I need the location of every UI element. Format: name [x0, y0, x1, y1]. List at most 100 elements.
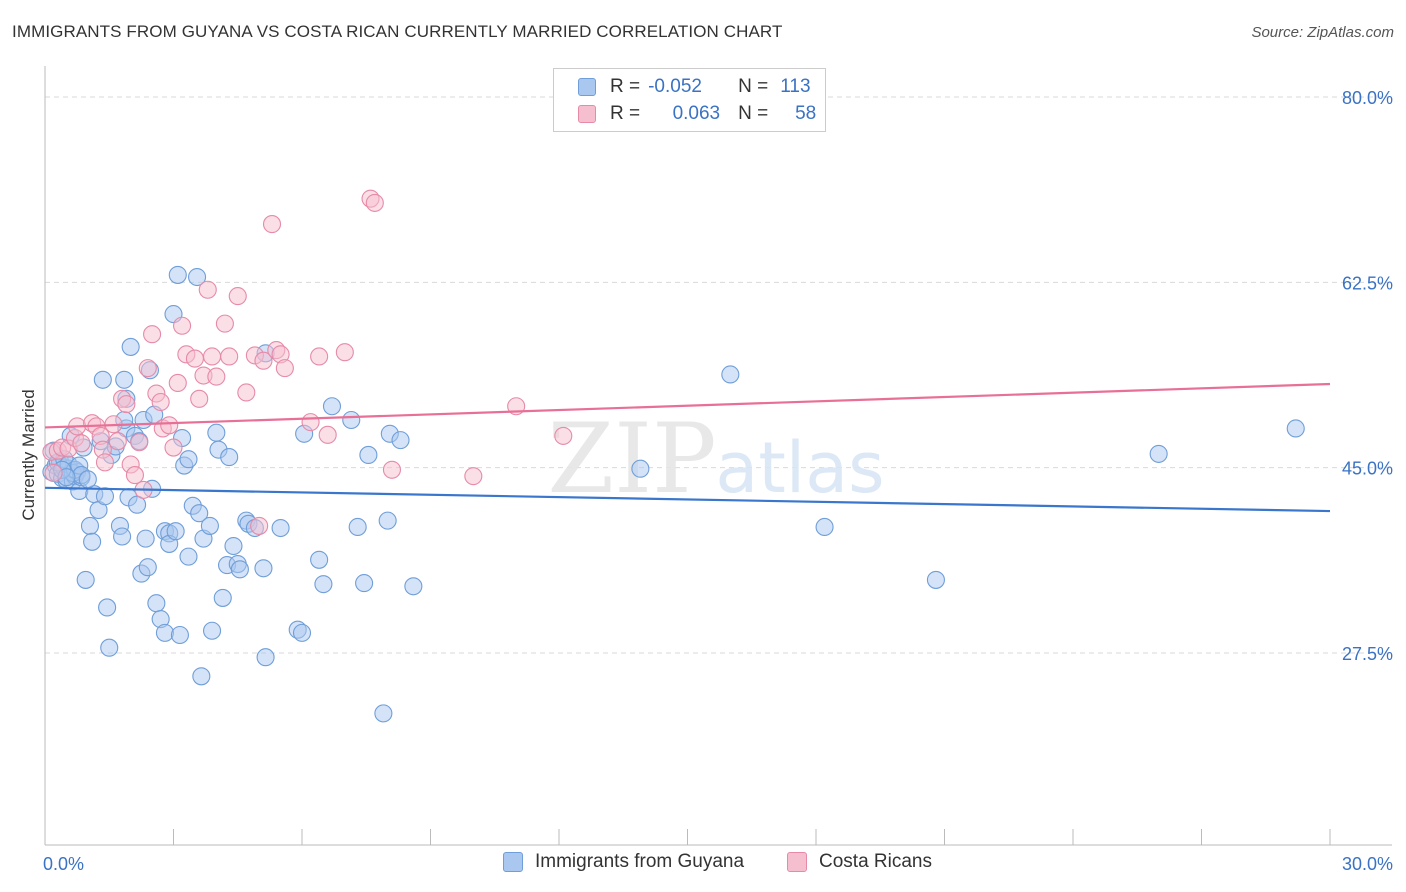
data-point-costa-rica — [228, 287, 247, 306]
stats-legend: R = -0.052 N = 113 R = 0.063 N = 58 — [553, 68, 826, 132]
data-point-guyana — [78, 470, 97, 489]
data-point-guyana — [100, 638, 119, 657]
data-point-guyana — [631, 459, 650, 478]
data-point-guyana — [374, 704, 393, 723]
data-point-costa-rica — [382, 460, 402, 479]
data-point-guyana — [115, 370, 134, 389]
trend-line-costa-rica — [44, 382, 1331, 429]
data-point-guyana — [355, 574, 374, 593]
data-point-guyana — [254, 559, 273, 578]
legend-item-costa-rica[interactable]: Costa Ricans — [787, 851, 932, 873]
data-point-guyana — [314, 575, 333, 594]
data-point-costa-rica — [185, 349, 204, 368]
data-point-guyana — [138, 558, 157, 577]
series-costa-rica-points — [42, 189, 573, 535]
data-point-guyana — [1149, 444, 1168, 463]
data-point-costa-rica — [125, 466, 144, 485]
data-point-costa-rica — [318, 425, 337, 444]
data-point-costa-rica — [108, 432, 127, 451]
data-point-guyana — [98, 598, 117, 617]
legend-r-value: 0.063 — [672, 103, 721, 124]
data-point-costa-rica — [203, 347, 222, 366]
data-point-guyana — [271, 518, 290, 538]
data-point-guyana — [359, 445, 378, 465]
data-point-guyana — [136, 529, 155, 548]
legend-n-label: N = — [738, 103, 769, 124]
data-point-costa-rica — [254, 351, 273, 370]
data-point-guyana — [95, 487, 115, 506]
x-tick-label: 0.0% — [43, 854, 84, 874]
data-point-costa-rica — [262, 215, 282, 234]
data-point-guyana — [203, 621, 222, 640]
data-point-costa-rica — [72, 434, 91, 453]
y-tick-label: 45.0% — [1342, 459, 1393, 479]
y-tick-label: 62.5% — [1342, 273, 1393, 293]
legend-r-label: R = — [610, 76, 641, 97]
trend-lines — [44, 382, 1331, 513]
legend-swatch-blue — [503, 852, 523, 872]
data-point-guyana — [113, 527, 132, 546]
data-point-guyana — [200, 516, 219, 535]
legend-item-guyana[interactable]: Immigrants from Guyana — [503, 851, 744, 873]
legend-row-costa-rica: R = 0.063 N = 58 — [578, 102, 816, 126]
data-point-guyana — [190, 504, 209, 523]
data-point-guyana — [170, 625, 189, 645]
data-point-costa-rica — [160, 416, 179, 435]
data-point-guyana — [348, 517, 367, 537]
data-point-guyana — [166, 522, 185, 541]
data-point-guyana — [80, 516, 100, 535]
data-point-costa-rica — [335, 343, 354, 362]
data-point-guyana — [378, 511, 397, 530]
legend-label-guyana: Immigrants from Guyana — [535, 851, 745, 872]
watermark-atlas: atlas — [715, 427, 884, 509]
data-point-costa-rica — [164, 438, 183, 457]
legend-swatch-pink — [787, 852, 807, 872]
data-point-guyana — [391, 431, 410, 450]
data-point-guyana — [292, 623, 312, 642]
data-point-guyana — [310, 550, 329, 569]
data-point-costa-rica — [250, 516, 269, 535]
data-point-guyana — [926, 570, 945, 589]
data-point-costa-rica — [151, 392, 170, 412]
data-point-guyana — [76, 570, 95, 589]
y-tick-labels: 80.0% 62.5% 45.0% 27.5% — [1342, 88, 1393, 664]
trend-line-guyana — [44, 486, 1331, 513]
data-point-guyana — [815, 517, 834, 537]
data-point-guyana — [342, 410, 361, 430]
data-point-guyana — [220, 448, 239, 467]
chart-title: IMMIGRANTS FROM GUYANA VS COSTA RICAN CU… — [12, 22, 783, 41]
data-point-guyana — [121, 337, 140, 356]
data-point-guyana — [188, 267, 207, 287]
data-point-guyana — [147, 594, 166, 613]
data-point-costa-rica — [365, 193, 384, 212]
data-point-guyana — [179, 450, 198, 469]
data-point-guyana — [224, 536, 243, 556]
legend-swatch-pink — [578, 105, 596, 123]
data-point-costa-rica — [143, 325, 162, 344]
data-point-costa-rica — [117, 395, 136, 414]
y-axis-label: Currently Married — [19, 389, 38, 520]
data-point-guyana — [230, 560, 249, 579]
data-point-costa-rica — [220, 347, 239, 366]
data-point-costa-rica — [173, 316, 192, 335]
data-point-guyana — [404, 577, 423, 596]
data-point-costa-rica — [554, 426, 573, 445]
data-point-costa-rica — [310, 347, 329, 366]
legend-n-label: N = — [738, 76, 769, 97]
data-point-guyana — [93, 370, 112, 389]
data-point-guyana — [256, 648, 275, 667]
data-point-costa-rica — [215, 314, 234, 333]
data-point-costa-rica — [207, 367, 226, 386]
data-point-guyana — [155, 623, 174, 642]
data-point-costa-rica — [198, 280, 217, 299]
y-tick-label: 27.5% — [1342, 644, 1393, 664]
legend-r-label: R = — [610, 103, 641, 124]
data-point-costa-rica — [138, 359, 157, 378]
series-legend: Immigrants from Guyana Costa Ricans — [0, 851, 1406, 879]
data-point-costa-rica — [301, 413, 320, 432]
y-tick-label: 80.0% — [1342, 88, 1393, 108]
data-point-guyana — [192, 667, 211, 686]
data-point-guyana — [213, 588, 232, 607]
data-point-costa-rica — [95, 453, 115, 472]
